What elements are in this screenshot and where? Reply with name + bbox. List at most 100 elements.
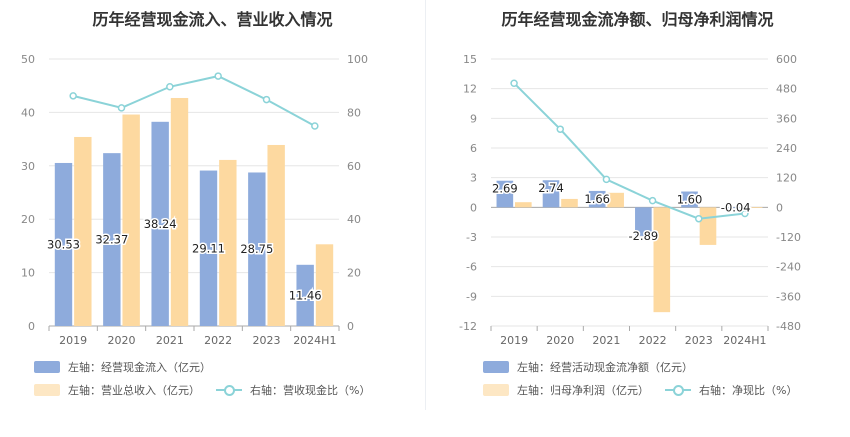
ratio-point xyxy=(695,214,703,223)
y-right-tick-label: -360 xyxy=(776,290,801,303)
bar-primary xyxy=(199,170,218,326)
legend-row: 左轴：经营现金流入（亿元） xyxy=(34,359,227,375)
bar-primary xyxy=(103,153,121,326)
x-tick-label: 2019 xyxy=(500,334,528,347)
bar-secondary xyxy=(170,97,189,327)
ratio-point xyxy=(510,79,518,87)
y-right-tick-label: 100 xyxy=(347,53,368,66)
legend-label: 左轴：营业总收入（亿元） xyxy=(68,384,200,397)
x-tick-label: 2021 xyxy=(156,334,184,347)
bar-secondary xyxy=(561,198,578,208)
legend-label: 左轴：经营活动现金流净额（亿元） xyxy=(517,361,693,374)
ratio-point xyxy=(741,209,749,218)
y-right-tick-label: 240 xyxy=(776,142,797,155)
ratio-line xyxy=(72,75,316,127)
legend-label: 左轴：经营现金流入（亿元） xyxy=(68,361,211,374)
legend-label: 右轴：营收现金比（%） xyxy=(250,384,371,397)
bar-data-label: 30.53 xyxy=(47,237,80,251)
y-right-tick-label: -240 xyxy=(776,261,801,274)
y-left-tick-label: 40 xyxy=(21,106,35,119)
y-left-tick-label: -3 xyxy=(466,231,477,244)
bar-data-label: 32.37 xyxy=(95,233,128,247)
chart-panel-right: 历年经营现金流净额、归母净利润情况 -12 -9 -6 -3 0 3 6 9 12 15 -480-… xyxy=(425,0,850,437)
legend-row: 左轴：归母净利润（亿元） 右轴：净现比（%） xyxy=(483,382,813,398)
bar-primary xyxy=(681,191,698,208)
x-tick-label: 2020 xyxy=(108,334,136,347)
bar-data-label: 28.75 xyxy=(240,242,273,256)
y-left-tick-label: 50 xyxy=(21,53,35,66)
bar-data-label: 29.11 xyxy=(192,241,225,255)
bar-data-label: 1.66 xyxy=(584,192,610,206)
y-left-tick-label: 20 xyxy=(21,213,35,226)
bar-data-label: -0.04 xyxy=(721,201,751,215)
y-right-tick-label: 0 xyxy=(347,320,354,333)
ratio-point xyxy=(69,92,77,100)
y-right-tick-label: 40 xyxy=(347,213,361,226)
bar-secondary xyxy=(699,207,717,245)
legend-item[interactable]: 右轴：净现比（%） xyxy=(665,382,797,398)
bar-primary xyxy=(588,190,606,208)
bar-data-label: 2.74 xyxy=(538,181,564,195)
y-left-tick-label: 9 xyxy=(470,112,477,125)
bar-secondary xyxy=(74,136,92,326)
bar-secondary xyxy=(267,144,285,326)
y-left-tick-label: 3 xyxy=(470,172,477,185)
bar-secondary xyxy=(607,192,624,208)
bar-secondary xyxy=(515,202,532,208)
x-tick-label: 2023 xyxy=(685,334,713,347)
x-tick-label: 2020 xyxy=(546,334,574,347)
y-right-tick-label: 600 xyxy=(776,53,797,66)
x-tick-label: 2019 xyxy=(59,334,87,347)
bar-secondary xyxy=(219,159,237,326)
y-left-tick-label: 30 xyxy=(21,160,35,173)
y-right-tick-label: 60 xyxy=(347,160,361,173)
legend-label: 左轴：归母净利润（亿元） xyxy=(517,384,649,397)
bar-data-label: 11.46 xyxy=(289,288,322,302)
legend-swatch xyxy=(483,384,509,396)
legend-item[interactable]: 左轴：经营现金流入（亿元） xyxy=(34,359,211,375)
ratio-point xyxy=(556,125,564,133)
bar-secondary xyxy=(315,244,334,326)
bar-secondary xyxy=(653,207,671,313)
bar-primary xyxy=(727,207,744,209)
bar-primary xyxy=(54,162,73,326)
y-right-tick-label: 360 xyxy=(776,112,797,125)
bar-data-label: 2.69 xyxy=(492,182,518,196)
x-tick-label: 2024H1 xyxy=(293,334,336,347)
bar-primary xyxy=(496,180,514,208)
legend-item[interactable]: 左轴：营业总收入（亿元） xyxy=(34,382,200,398)
x-tick-label: 2023 xyxy=(253,334,281,347)
bar-primary xyxy=(635,207,652,236)
y-left-tick-label: 15 xyxy=(463,53,477,66)
x-tick-label: 2021 xyxy=(592,334,620,347)
y-right-tick-label: 20 xyxy=(347,267,361,280)
y-left-tick-label: -9 xyxy=(466,290,477,303)
legend-line-swatch xyxy=(216,384,242,396)
y-right-tick-label: -120 xyxy=(776,231,801,244)
ratio-point xyxy=(602,175,611,184)
legend-swatch xyxy=(483,361,509,373)
panel-divider xyxy=(425,0,426,410)
x-tick-label: 2022 xyxy=(204,334,232,347)
y-left-tick-label: 10 xyxy=(21,267,35,280)
legend-item[interactable]: 左轴：归母净利润（亿元） xyxy=(483,382,649,398)
y-right-tick-label: -480 xyxy=(776,320,801,333)
bar-primary xyxy=(248,172,266,326)
y-left-tick-label: -6 xyxy=(466,261,477,274)
chart-title: 历年经营现金流净额、归母净利润情况 xyxy=(501,10,774,29)
chart-title: 历年经营现金流入、营业收入情况 xyxy=(92,10,333,29)
bar-data-label: 1.60 xyxy=(677,193,703,207)
y-left-tick-label: 0 xyxy=(28,320,35,333)
x-tick-label: 2024H1 xyxy=(723,334,766,347)
ratio-point xyxy=(648,196,657,205)
y-right-tick-label: 120 xyxy=(776,172,797,185)
bar-secondary xyxy=(122,114,140,326)
legend-item[interactable]: 左轴：经营活动现金流净额（亿元） xyxy=(483,359,693,375)
bar-primary xyxy=(151,121,169,326)
legend-item[interactable]: 右轴：营收现金比（%） xyxy=(216,382,370,398)
bar-data-label: -2.89 xyxy=(628,229,658,243)
y-right-tick-label: 0 xyxy=(776,201,783,214)
ratio-point xyxy=(117,104,126,112)
legend-line-swatch xyxy=(665,384,691,396)
legend-swatch xyxy=(34,384,60,396)
